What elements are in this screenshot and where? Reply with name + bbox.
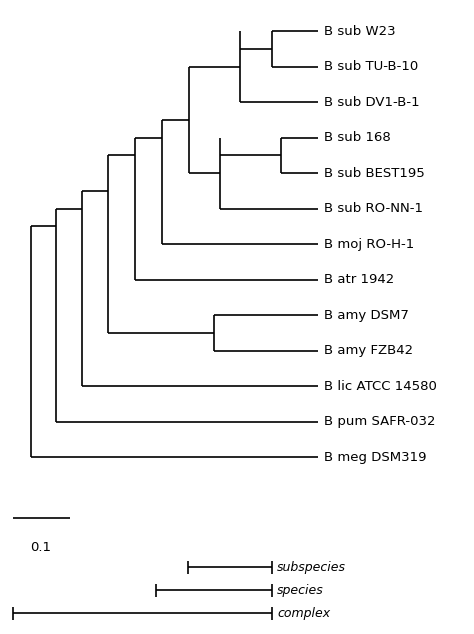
Text: B pum SAFR-032: B pum SAFR-032 [324, 415, 435, 428]
Text: B amy FZB42: B amy FZB42 [324, 344, 413, 357]
Text: complex: complex [277, 607, 330, 620]
Text: species: species [277, 584, 324, 597]
Text: B sub W23: B sub W23 [324, 25, 395, 37]
Text: B amy DSM7: B amy DSM7 [324, 309, 409, 321]
Text: B sub 168: B sub 168 [324, 131, 390, 144]
Text: 0.1: 0.1 [30, 541, 52, 553]
Text: B meg DSM319: B meg DSM319 [324, 451, 426, 463]
Text: subspecies: subspecies [277, 561, 346, 574]
Text: B sub DV1-B-1: B sub DV1-B-1 [324, 96, 419, 108]
Text: B sub BEST195: B sub BEST195 [324, 167, 424, 179]
Text: B atr 1942: B atr 1942 [324, 273, 394, 286]
Text: B sub TU-B-10: B sub TU-B-10 [324, 60, 418, 73]
Text: B lic ATCC 14580: B lic ATCC 14580 [324, 380, 437, 392]
Text: B moj RO-H-1: B moj RO-H-1 [324, 238, 414, 250]
Text: B sub RO-NN-1: B sub RO-NN-1 [324, 202, 422, 215]
